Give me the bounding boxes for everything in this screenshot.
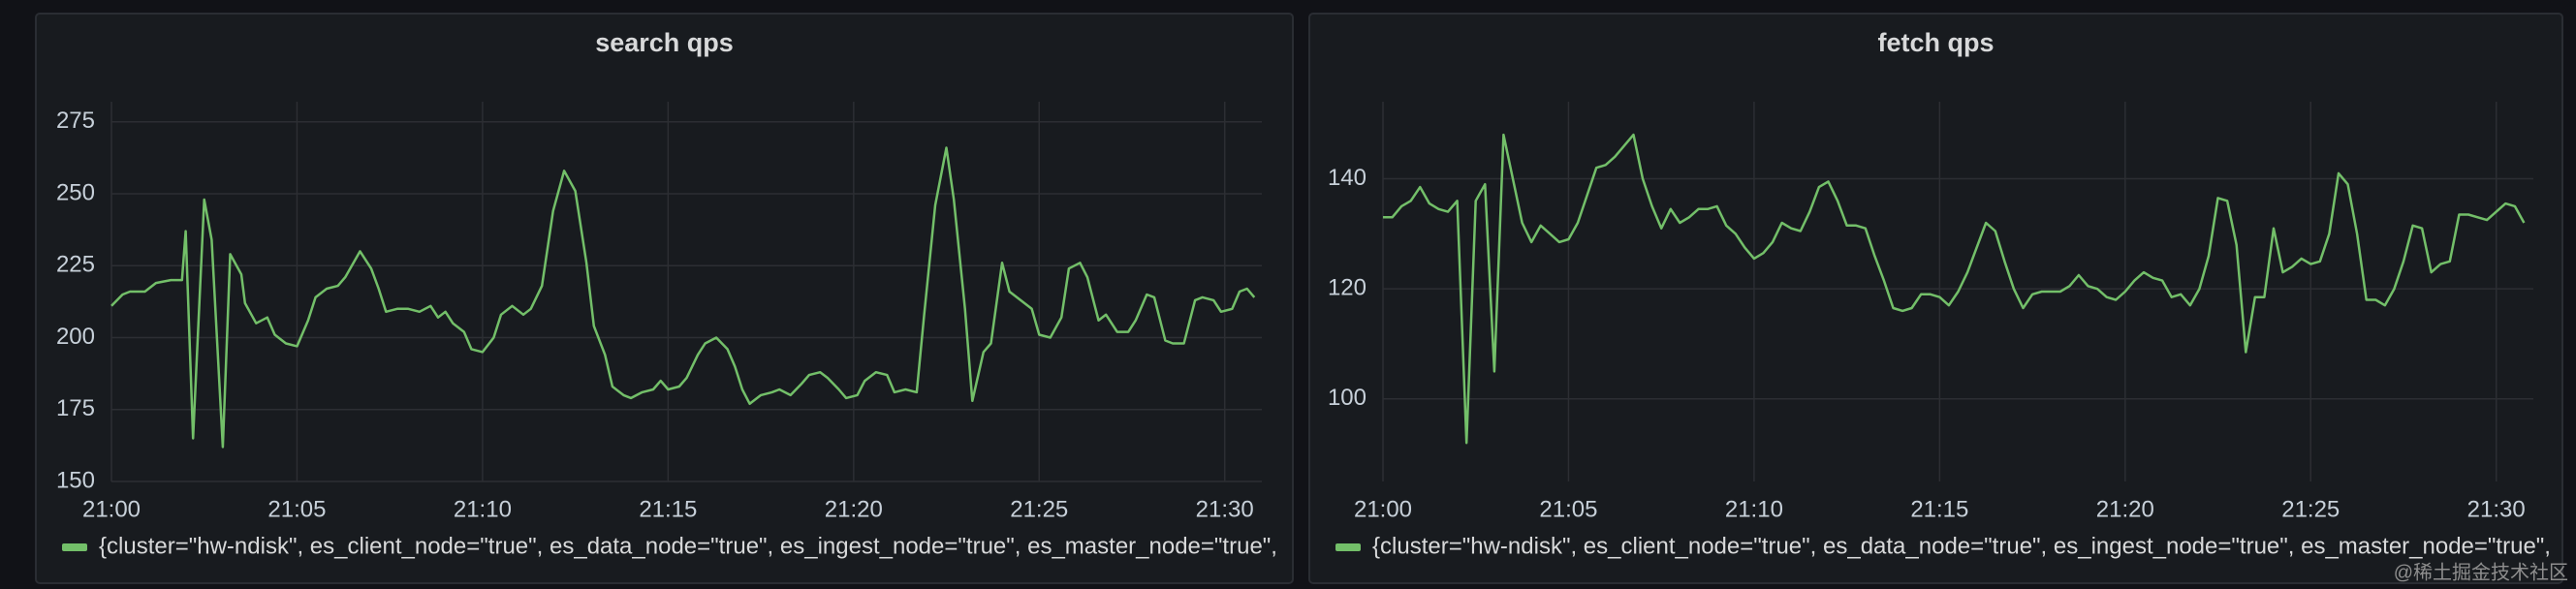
legend-swatch [62, 543, 87, 551]
x-tick-label: 21:15 [1910, 496, 1968, 522]
legend-label: {cluster="hw-ndisk", es_client_node="tru… [1372, 533, 2551, 559]
y-tick-label: 250 [56, 179, 95, 205]
panel [1308, 13, 2563, 584]
legend-swatch [1335, 543, 1361, 551]
y-tick-label: 225 [56, 252, 95, 278]
watermark: @稀土掘金技术社区 [2394, 561, 2568, 583]
y-tick-label: 120 [1328, 275, 1367, 301]
y-tick-label: 175 [56, 395, 95, 421]
x-tick-label: 21:15 [639, 496, 697, 522]
x-tick-label: 21:10 [1725, 496, 1783, 522]
x-tick-label: 21:30 [2467, 496, 2526, 522]
y-tick-label: 200 [56, 324, 95, 350]
series-line [1383, 133, 2526, 445]
x-tick-label: 21:00 [82, 496, 141, 522]
x-tick-label: 21:25 [1010, 496, 1068, 522]
x-tick-label: 21:20 [825, 496, 883, 522]
x-tick-label: 21:30 [1196, 496, 1254, 522]
x-tick-label: 21:10 [454, 496, 512, 522]
y-tick-label: 275 [56, 108, 95, 134]
x-tick-label: 21:00 [1354, 496, 1412, 522]
y-tick-label: 140 [1328, 165, 1367, 191]
legend-label: {cluster="hw-ndisk", es_client_node="tru… [99, 533, 1277, 559]
y-tick-label: 100 [1328, 385, 1367, 411]
y-tick-label: 150 [56, 467, 95, 493]
x-tick-label: 21:20 [2096, 496, 2154, 522]
panel-title: search qps [595, 28, 734, 57]
panel-title: fetch qps [1877, 28, 1994, 57]
x-tick-label: 21:05 [1539, 496, 1597, 522]
series-line [110, 146, 1256, 449]
x-tick-label: 21:25 [2281, 496, 2340, 522]
x-tick-label: 21:05 [267, 496, 326, 522]
panel [35, 13, 1294, 584]
